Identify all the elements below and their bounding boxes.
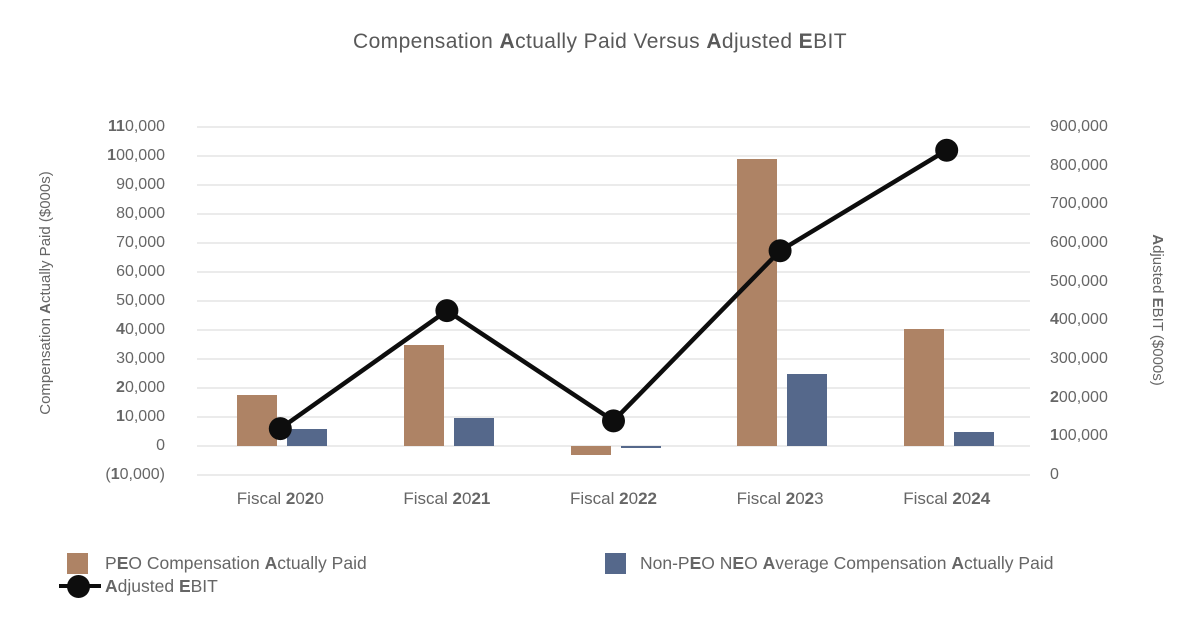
x-axis-category-label: Fiscal 2022 <box>570 489 657 508</box>
left-axis-tick-label: 0 <box>156 437 165 454</box>
gridline <box>197 213 1030 215</box>
gridline <box>197 155 1030 157</box>
ebit-point <box>268 417 292 441</box>
ebit-point <box>435 299 459 323</box>
x-axis-category-label: Fiscal 2023 <box>736 489 824 508</box>
right-axis-tick-label: 500,000 <box>1050 272 1108 290</box>
gridline <box>197 126 1030 128</box>
right-axis-tick-label: 900,000 <box>1050 118 1108 135</box>
bar-neo <box>287 428 328 446</box>
gridline <box>197 242 1030 244</box>
right-axis-tick-label: 200,000 <box>1050 388 1108 406</box>
bar-neo <box>453 418 494 446</box>
right-axis-tick-label: 0 <box>1050 466 1059 483</box>
left-axis-tick-label: 30,000 <box>116 350 165 367</box>
left-axis-tick-label: (10,000) <box>105 466 165 483</box>
x-axis-category-label: Fiscal 2024 <box>903 489 991 508</box>
gridline <box>197 329 1030 331</box>
chart-title: Compensation Actually Paid Versus Adjust… <box>353 30 847 53</box>
left-axis-tick-label: 60,000 <box>116 263 165 280</box>
ebit-point <box>602 409 625 433</box>
right-axis-tick-label: 400,000 <box>1050 311 1108 329</box>
right-axis-tick-label: 700,000 <box>1050 195 1108 213</box>
gridline <box>197 358 1030 360</box>
bar-neo <box>953 431 994 446</box>
bar-peo <box>570 446 611 455</box>
bar-peo <box>403 344 444 446</box>
left-axis-tick-label: 40,000 <box>116 321 165 338</box>
gridline <box>197 300 1030 302</box>
left-axis-tick-label: 10,000 <box>116 408 165 425</box>
right-axis-tick-label: 300,000 <box>1050 350 1108 367</box>
ebit-point <box>768 239 792 263</box>
left-axis-tick-label: 90,000 <box>116 176 165 193</box>
ebit-line <box>278 148 948 431</box>
gridline <box>197 271 1030 273</box>
bar-peo <box>737 158 778 446</box>
gridline <box>197 184 1030 186</box>
gridline <box>197 474 1030 476</box>
left-axis-tick-label: 50,000 <box>116 292 165 309</box>
right-axis-tick-label: 600,000 <box>1050 234 1108 251</box>
bar-neo <box>620 446 661 449</box>
ebit-point <box>935 138 959 162</box>
bar-neo <box>787 373 828 446</box>
x-axis-category-label: Fiscal 2021 <box>403 489 491 508</box>
left-axis-tick-label: 110,000 <box>108 118 165 135</box>
gridline <box>197 387 1030 389</box>
left-axis-tick-label: 20,000 <box>116 379 165 396</box>
left-axis-tick-label: 80,000 <box>116 205 165 222</box>
bar-peo <box>237 395 278 446</box>
right-axis-tick-label: 100,000 <box>1050 427 1108 445</box>
left-axis-tick-label: 70,000 <box>116 234 165 251</box>
left-axis-tick-label: 100,000 <box>107 147 165 164</box>
x-axis-category-label: Fiscal 2020 <box>236 489 324 508</box>
gridline <box>197 445 1030 447</box>
bar-peo <box>903 328 944 446</box>
right-axis-tick-label: 800,000 <box>1050 156 1108 174</box>
